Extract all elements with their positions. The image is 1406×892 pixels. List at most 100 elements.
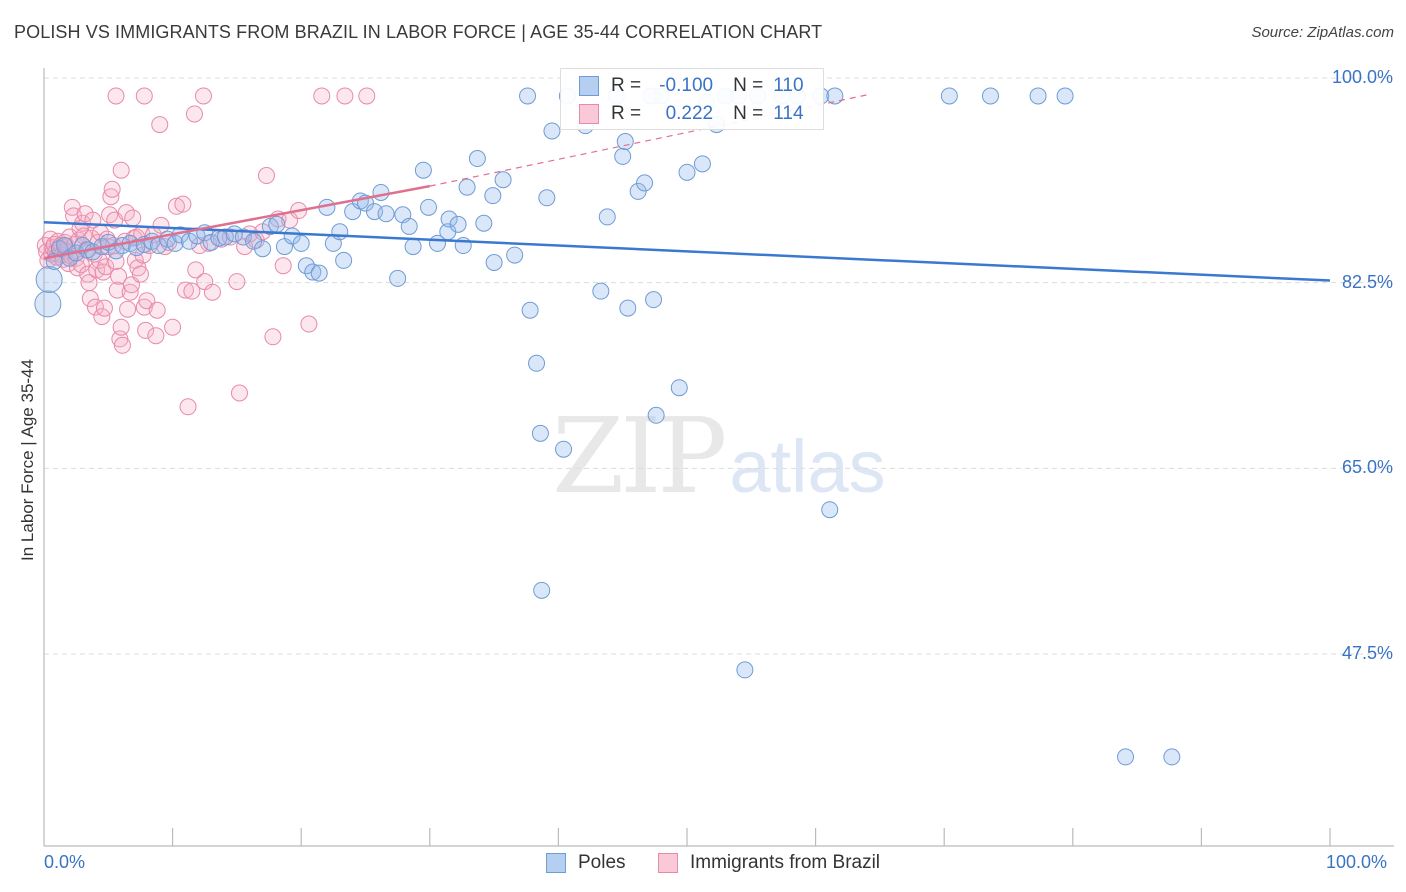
brazil-point: [185, 105, 203, 123]
poles-point: [614, 147, 632, 165]
poles-r-label: R =: [611, 75, 642, 96]
poles-point: [335, 251, 353, 269]
y-tick-label: 47.5%: [1341, 643, 1393, 663]
brazil-trend-line: [43, 184, 431, 260]
brazil-point: [110, 267, 128, 285]
poles-point: [484, 187, 502, 205]
poles-point: [619, 299, 637, 317]
poles-point: [377, 205, 395, 223]
brazil-point: [135, 87, 153, 105]
y-tick-label: 82.5%: [1341, 271, 1393, 292]
poles-point: [35, 265, 63, 293]
poles-point: [404, 238, 422, 256]
trend-lines: [43, 94, 1331, 282]
poles-point: [826, 87, 844, 105]
poles-legend-label: Poles: [578, 852, 626, 873]
brazil-point: [147, 327, 165, 345]
brazil-swatch: [579, 104, 599, 124]
legend-row-poles: R = -0.100 N = 110: [579, 73, 804, 99]
poles-trend-line: [43, 220, 1331, 282]
poles-point: [261, 217, 279, 235]
poles-point: [940, 87, 958, 105]
brazil-point: [112, 161, 130, 179]
source-label: Source: ZipAtlas.com: [1251, 24, 1394, 41]
brazil-legend-label: Immigrants from Brazil: [690, 852, 881, 873]
poles-legend-swatch: [546, 853, 566, 873]
poles-point: [400, 217, 418, 235]
brazil-point: [107, 87, 125, 105]
poles-point: [420, 198, 438, 216]
poles-point: [331, 223, 349, 241]
series-poles-points: [34, 87, 1181, 766]
poles-n-value: 110: [773, 75, 804, 96]
chart-title: POLISH VS IMMIGRANTS FROM BRAZIL IN LABO…: [14, 22, 823, 42]
brazil-point: [230, 384, 248, 402]
y-tick-label: 100.0%: [1331, 67, 1393, 87]
brazil-point: [174, 195, 192, 213]
brazil-point: [358, 87, 376, 105]
brazil-point: [101, 206, 119, 224]
poles-point: [292, 234, 310, 252]
brazil-point: [95, 299, 113, 317]
legend-item-brazil[interactable]: Immigrants from Brazil: [658, 852, 880, 874]
brazil-point: [97, 258, 115, 276]
poles-point: [297, 257, 315, 275]
poles-point: [736, 661, 754, 679]
brazil-point: [300, 315, 318, 333]
y-tick-label: 65.0%: [1341, 457, 1393, 478]
poles-point: [494, 171, 512, 189]
poles-r-value: -0.100: [659, 75, 714, 96]
poles-point: [475, 214, 493, 232]
poles-point: [533, 581, 551, 599]
poles-point: [981, 87, 999, 105]
brazil-point: [113, 336, 131, 354]
brazil-point: [228, 273, 246, 291]
poles-point: [304, 263, 322, 281]
poles-point: [636, 174, 654, 192]
watermark-zip: ZIP: [552, 395, 727, 517]
brazil-point: [148, 301, 166, 319]
brazil-point: [183, 282, 201, 300]
poles-point: [647, 406, 665, 424]
poles-point: [821, 501, 839, 519]
poles-point: [449, 215, 467, 233]
poles-point: [519, 87, 537, 105]
brazil-point: [257, 167, 275, 185]
brazil-point: [112, 318, 130, 336]
poles-point: [693, 155, 711, 173]
x-tick-label-min: 0.0%: [44, 852, 86, 872]
brazil-point: [167, 197, 185, 215]
poles-point: [670, 379, 688, 397]
brazil-n-value: 114: [773, 103, 804, 124]
watermark-atlas: atlas: [729, 425, 886, 508]
watermark: ZIPatlas: [552, 395, 886, 517]
legend-item-poles[interactable]: Poles: [546, 852, 626, 874]
brazil-point: [119, 300, 137, 318]
brazil-point: [264, 328, 282, 346]
poles-point: [372, 183, 390, 201]
poles-point: [645, 291, 663, 309]
poles-point: [616, 133, 634, 151]
poles-point: [521, 301, 539, 319]
poles-point: [458, 178, 476, 196]
brazil-point: [151, 116, 169, 134]
poles-point: [528, 354, 546, 372]
brazil-r-label: R =: [611, 103, 642, 124]
poles-point: [1056, 87, 1074, 105]
brazil-point: [164, 318, 182, 336]
brazil-point: [88, 261, 106, 279]
poles-point: [310, 264, 328, 282]
poles-swatch: [579, 76, 599, 96]
brazil-point: [81, 290, 99, 308]
poles-point: [234, 228, 252, 246]
brazil-point: [124, 209, 142, 227]
brazil-point: [274, 257, 292, 275]
brazil-point: [313, 87, 331, 105]
poles-point: [629, 182, 647, 200]
poles-point: [598, 208, 616, 226]
brazil-point: [203, 283, 221, 301]
poles-point: [506, 246, 524, 264]
brazil-trend-extension: [429, 94, 868, 187]
poles-point: [283, 227, 301, 245]
